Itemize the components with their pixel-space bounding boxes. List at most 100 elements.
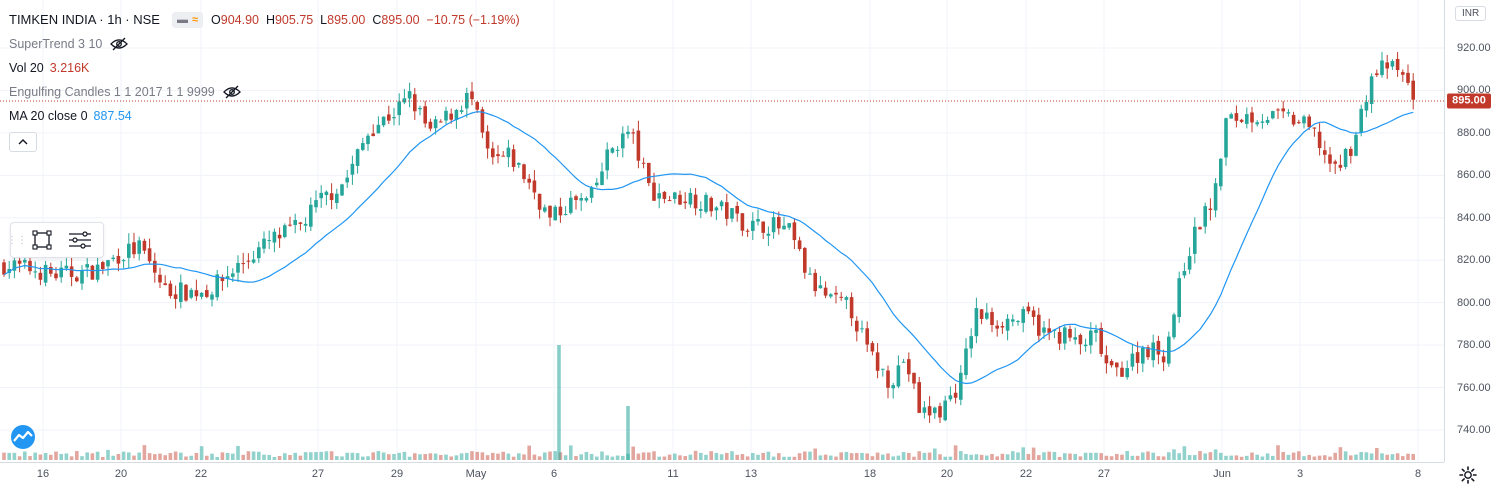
candle-body: [751, 220, 755, 231]
candle-body: [111, 257, 115, 260]
candle-body: [241, 263, 245, 265]
volume-bar: [1395, 453, 1400, 460]
candle-body: [1395, 58, 1400, 71]
price-tick-label: 820.00: [1457, 254, 1491, 267]
time-tick-label: Jun: [1213, 468, 1231, 480]
volume-bar: [641, 452, 646, 460]
volume-bar: [787, 456, 791, 460]
volume-bar: [147, 453, 152, 460]
volume-bar: [537, 456, 542, 460]
volume-bar: [813, 448, 817, 460]
indicator-value: 3.216K: [49, 61, 90, 75]
volume-bar: [90, 453, 95, 460]
volume-bar: [881, 454, 885, 460]
volume-bar: [106, 449, 110, 460]
compare-chip[interactable]: ▬ ≈: [171, 12, 204, 28]
volume-bar: [127, 452, 131, 460]
volume-bar: [730, 451, 734, 460]
gear-icon[interactable]: [1458, 465, 1478, 485]
volume-bar: [246, 451, 251, 460]
candle-body: [163, 283, 167, 286]
candle-body: [870, 343, 875, 352]
volume-bar: [979, 454, 984, 460]
volume-bar: [823, 454, 828, 460]
settings-tool-button[interactable]: [61, 225, 99, 255]
candle-body: [283, 225, 287, 238]
candle-body: [288, 224, 292, 226]
candle-body: [1161, 356, 1166, 363]
volume-bar: [1016, 452, 1020, 460]
volume-bar: [1260, 456, 1265, 460]
price-axis[interactable]: INR 920.00 900.00 880.00 860.00 840.00 820.00…: [1444, 0, 1494, 462]
volume-bar: [662, 456, 667, 460]
candle-body: [475, 102, 479, 110]
volume-bar: [995, 456, 999, 460]
chart-area[interactable]: [0, 0, 1444, 462]
volume-bar: [1406, 453, 1410, 460]
candle-body: [1380, 60, 1384, 76]
volume-bar: [1187, 455, 1192, 460]
volume-bar: [1213, 449, 1218, 460]
rectangle-tool-button[interactable]: [23, 225, 61, 255]
drag-handle-icon[interactable]: ⋮⋮: [7, 234, 27, 246]
candle-body: [626, 131, 630, 135]
candle-body: [1187, 256, 1192, 270]
tradingview-logo-icon[interactable]: [8, 424, 38, 450]
volume-bar: [69, 456, 74, 460]
candle-body: [95, 264, 100, 280]
candle-body: [1208, 208, 1213, 211]
volume-bar: [288, 455, 292, 460]
price-chart[interactable]: [0, 0, 1444, 462]
volume-bar: [220, 452, 225, 460]
candle-body: [813, 272, 817, 292]
time-axis[interactable]: 16 20 22 27 29 May 6 11 13 18 20 22 27 Jun 3 8: [0, 462, 1444, 488]
candle-body: [548, 205, 552, 218]
currency-badge[interactable]: INR: [1455, 6, 1487, 21]
volume-bar: [636, 453, 641, 460]
volume-bar: [12, 452, 17, 460]
volume-bar: [808, 451, 812, 460]
volume-bar: [241, 454, 245, 460]
volume-bar: [7, 452, 11, 460]
candle-body: [1130, 353, 1135, 367]
candle-body: [1042, 327, 1046, 333]
candle-body: [168, 283, 173, 297]
indicator-ma[interactable]: MA 20 close 0 887.54: [9, 104, 520, 128]
floating-drawing-toolbar[interactable]: ⋮⋮: [7, 222, 104, 258]
volume-bar: [553, 451, 557, 460]
volume-bar: [95, 451, 100, 460]
candle-body: [454, 109, 459, 120]
candle-body: [366, 135, 370, 145]
volume-bar: [1135, 455, 1140, 460]
price-tick-label: 740.00: [1457, 424, 1491, 436]
eye-hidden-icon[interactable]: [222, 85, 241, 99]
eye-hidden-icon[interactable]: [110, 37, 129, 51]
candle-body: [80, 270, 84, 284]
volume-bar: [517, 453, 521, 460]
candle-body: [683, 201, 687, 204]
candle-body: [1005, 318, 1010, 331]
candle-body: [205, 290, 209, 297]
volume-bar: [532, 454, 537, 460]
indicator-volume[interactable]: Vol 20 3.216K: [9, 56, 520, 80]
volume-bar: [189, 455, 193, 460]
candle-body: [340, 184, 344, 196]
volume-bar: [829, 455, 833, 460]
volume-bar: [210, 453, 214, 460]
indicator-engulfing[interactable]: Engulfing Candles 1 1 2017 1 1 9999: [9, 80, 520, 104]
candle-body: [314, 200, 318, 208]
volume-bar: [1349, 455, 1353, 460]
wave-icon: ≈: [191, 14, 199, 26]
high-key: H: [265, 13, 275, 27]
symbol-title[interactable]: TIMKEN INDIA · 1h · NSE: [9, 12, 160, 27]
open-key: O: [211, 13, 221, 27]
candle-body: [1094, 329, 1098, 333]
volume-bar: [49, 454, 53, 460]
candle-body: [1120, 367, 1124, 377]
volume-bar: [688, 454, 693, 460]
collapse-legend-button[interactable]: [9, 132, 37, 152]
indicator-supertrend[interactable]: SuperTrend 3 10: [9, 32, 520, 56]
volume-bar: [1057, 456, 1062, 460]
candle-body: [1286, 112, 1291, 114]
candle-body: [1083, 344, 1088, 347]
